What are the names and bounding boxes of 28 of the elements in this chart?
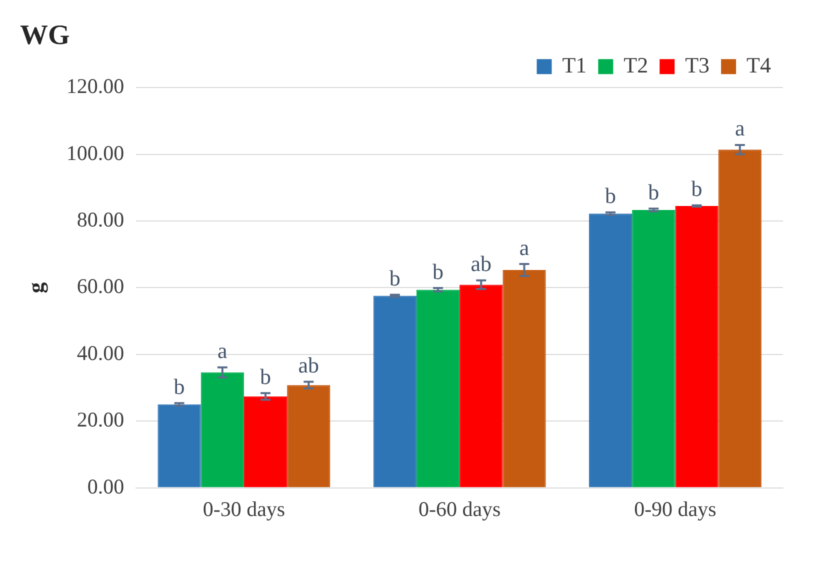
x-tick-label: 0-30 days	[202, 496, 286, 521]
x-tick-label: 0-90 days	[634, 496, 716, 521]
data-label: b	[648, 179, 660, 204]
data-label: b	[174, 374, 185, 399]
legend-label: T1	[562, 52, 587, 78]
y-tick-label: 0.00	[87, 474, 124, 498]
y-tick-label: 120.00	[66, 74, 124, 98]
legend-label: T3	[685, 52, 710, 78]
x-tick-label: 0-60 days	[418, 496, 501, 521]
data-label: b	[605, 183, 616, 208]
data-label: b	[691, 176, 702, 202]
y-tick-label: 60.00	[76, 274, 124, 298]
data-label: ab	[470, 251, 492, 276]
legend-label: T2	[624, 52, 648, 78]
y-tick-label: 20.00	[76, 408, 124, 432]
legend-label: T4	[746, 52, 772, 78]
data-label: a	[519, 234, 530, 260]
data-label: a	[734, 116, 745, 141]
data-label: b	[389, 265, 400, 290]
chart-title: WG	[20, 20, 70, 52]
data-label: b	[432, 258, 444, 284]
y-tick-label: 80.00	[76, 208, 124, 232]
data-label: a	[218, 338, 228, 364]
y-axis-title: g	[22, 282, 48, 294]
data-label: ab	[298, 352, 320, 378]
y-tick-label: 100.00	[66, 140, 124, 165]
y-tick-label: 40.00	[76, 340, 124, 365]
data-label: b	[260, 364, 272, 389]
